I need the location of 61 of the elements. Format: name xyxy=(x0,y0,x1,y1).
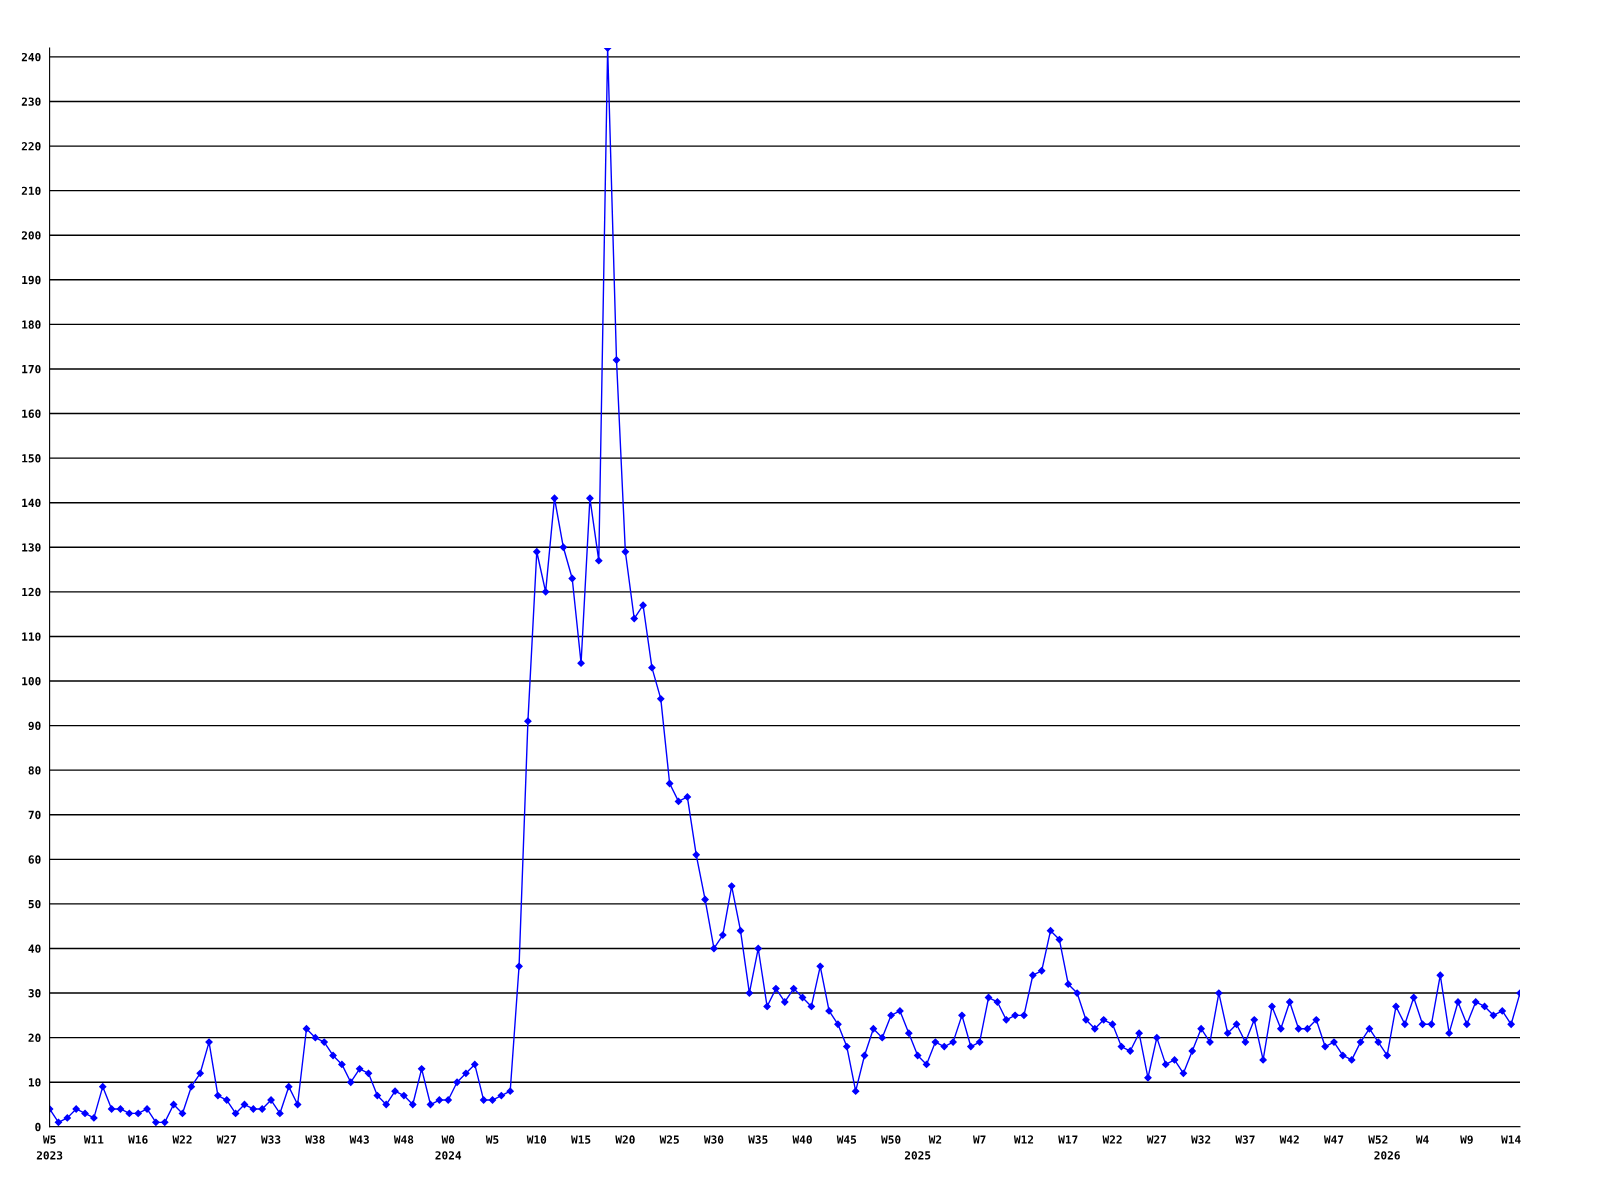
x-tick-label: W11 xyxy=(83,1135,104,1144)
y-tick-label: 180 xyxy=(22,320,41,329)
y-tick-label: 80 xyxy=(28,766,41,775)
x-tick-label: W4 xyxy=(1415,1135,1429,1144)
x-tick-label: W16 xyxy=(128,1135,148,1144)
x-tick-label: W17 xyxy=(1058,1135,1078,1144)
y-tick-label: 190 xyxy=(22,275,41,285)
x-tick-label: W38 xyxy=(305,1135,325,1144)
x-tick-label: W27 xyxy=(216,1135,236,1144)
y-tick-label: 0 xyxy=(35,1122,41,1132)
y-tick-label: 60 xyxy=(28,855,41,864)
x-tick-label: W48 xyxy=(393,1135,414,1144)
x-tick-label: W43 xyxy=(349,1135,369,1144)
x-tick-label: W22 xyxy=(1102,1135,1122,1144)
y-tick-label: 150 xyxy=(22,454,41,463)
y-tick-label: 50 xyxy=(28,899,41,909)
x-tick-label: W15 xyxy=(571,1135,591,1144)
y-tick-label: 160 xyxy=(22,409,41,418)
y-tick-label: 140 xyxy=(22,498,41,508)
x-tick-label: W27 xyxy=(1146,1135,1167,1144)
y-tick-label: 10 xyxy=(28,1078,41,1087)
x-tick-label: W47 xyxy=(1323,1135,1344,1144)
y-tick-label: 220 xyxy=(21,142,41,151)
x-tick-label: W32 xyxy=(1191,1135,1211,1144)
y-tick-label: 200 xyxy=(21,231,41,240)
y-tick-label: 120 xyxy=(22,587,41,597)
y-tick-label: 230 xyxy=(21,97,41,106)
x-tick-label: W0 2024 xyxy=(435,1135,462,1160)
x-tick-label: W9 xyxy=(1460,1135,1473,1144)
x-tick-label: W5 xyxy=(485,1135,499,1144)
x-tick-label: W10 xyxy=(526,1135,547,1144)
y-tick-label: 90 xyxy=(28,721,41,731)
y-tick-label: 30 xyxy=(28,989,41,998)
x-tick-label: 2026 xyxy=(1374,1151,1400,1160)
x-tick-label: W2 xyxy=(928,1135,942,1144)
y-tick-label: 20 xyxy=(28,1033,41,1043)
x-tick-label: W14 xyxy=(1501,1135,1521,1144)
y-tick-label: 130 xyxy=(22,543,41,552)
x-tick-label: W12 xyxy=(1013,1135,1034,1144)
x-tick-label: W7 xyxy=(972,1135,986,1144)
x-tick-label: W30 xyxy=(703,1135,724,1144)
y-tick-label: 240 xyxy=(21,52,41,62)
x-tick-label: W5 2023 xyxy=(36,1135,63,1160)
x-tick-label: W33 xyxy=(261,1135,281,1144)
x-tick-label: W35 xyxy=(748,1135,768,1144)
x-tick-label: W50 xyxy=(881,1135,901,1144)
x-tick-label: W40 xyxy=(792,1135,812,1144)
x-tick-label: W42 xyxy=(1279,1135,1299,1144)
y-tick-label: 40 xyxy=(28,944,41,953)
x-tick-label: W45 xyxy=(836,1135,857,1144)
y-tick-label: 170 xyxy=(22,364,41,374)
y-tick-label: 100 xyxy=(22,676,41,686)
x-tick-label: W37 xyxy=(1235,1135,1255,1144)
x-tick-label: W22 xyxy=(172,1135,192,1144)
x-tick-label: W52 xyxy=(1368,1135,1388,1144)
x-tick-label: 2025 xyxy=(904,1151,931,1160)
y-tick-label: 110 xyxy=(22,632,41,641)
y-tick-label: 210 xyxy=(21,186,41,196)
x-tick-label: W20 xyxy=(615,1135,635,1144)
x-tick-label: W25 xyxy=(659,1135,679,1144)
y-tick-label: 70 xyxy=(28,810,41,820)
